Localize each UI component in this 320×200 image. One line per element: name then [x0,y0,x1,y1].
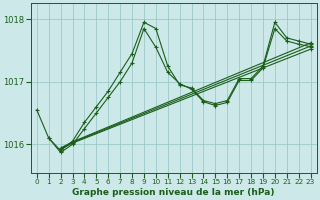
X-axis label: Graphe pression niveau de la mer (hPa): Graphe pression niveau de la mer (hPa) [72,188,275,197]
